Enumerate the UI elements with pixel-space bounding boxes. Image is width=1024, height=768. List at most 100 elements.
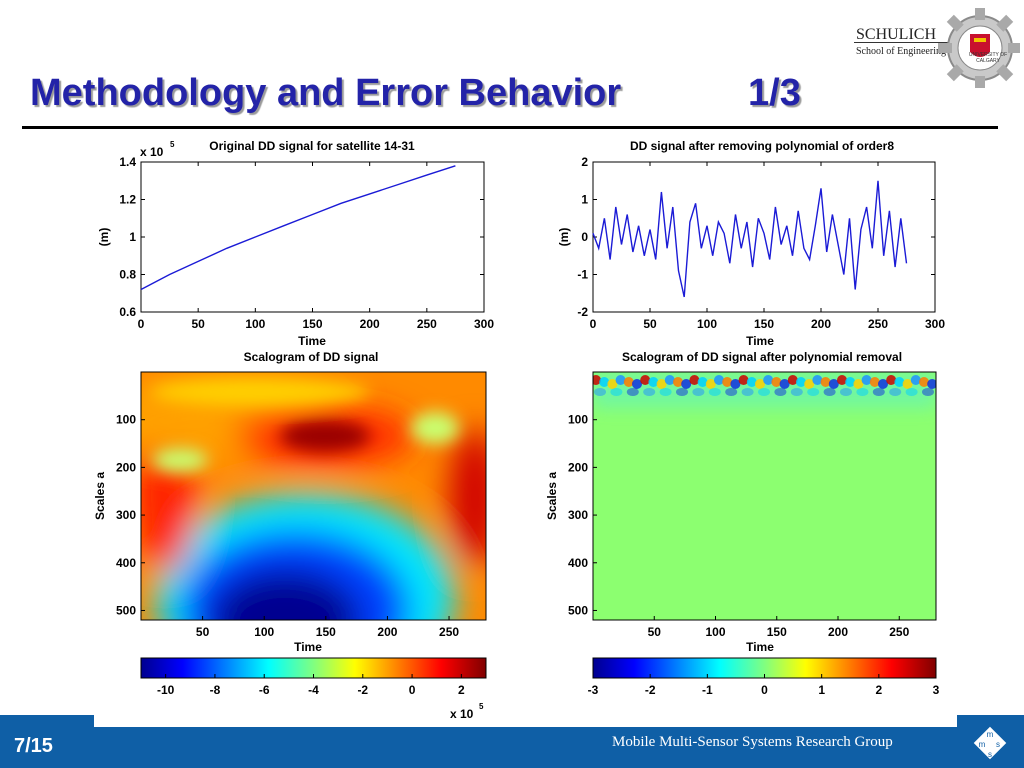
y-tick-label: 1 [581, 193, 588, 207]
scalogram-detail-blob [779, 379, 790, 389]
x-tick-label: 250 [868, 317, 888, 331]
colorbar-tick-label: 0 [409, 683, 416, 697]
chart1-xlabel: Time [298, 334, 326, 348]
title-rule [22, 126, 998, 129]
x-tick-label: 300 [474, 317, 494, 331]
chart2-axes [592, 161, 936, 313]
logo-sub: School of Engineering [856, 46, 946, 57]
colorbar-tick-label: -4 [308, 683, 319, 697]
x-tick-label: 150 [316, 625, 336, 639]
x-tick-label: 50 [191, 317, 205, 331]
logo-divider [854, 42, 950, 43]
scalogram-detail-blob [676, 388, 688, 396]
scalogram-detail-blob [738, 375, 749, 385]
colorbar-tick-label: 2 [875, 683, 882, 697]
colorbar-tick-label: -8 [210, 683, 221, 697]
scalogram-detail-blob [689, 375, 700, 385]
scalogram-detail-blob [927, 379, 936, 389]
colorbar-tick-label: -3 [588, 683, 599, 697]
scalogram-detail-blob [664, 375, 675, 385]
y-tick-label: 0 [581, 230, 588, 244]
y-tick-label: 1.2 [119, 193, 136, 207]
scalogram-detail-blob [643, 388, 656, 396]
scalogram-detail-blob [697, 377, 708, 387]
footer-bar [0, 727, 1024, 768]
chart1-title: Original DD signal for satellite 14-31 [209, 139, 415, 153]
chart3-colorbar-multiplier: x 10 [450, 707, 474, 720]
scalogram-detail-blob [804, 379, 815, 389]
x-tick-label: 100 [705, 625, 725, 639]
chart-scalogram-dd: Scalogram of DD signal 50 100 150 200 250100… [93, 350, 487, 720]
chart1-multiplier-exp: 5 [170, 140, 175, 149]
y-tick-label: 300 [116, 508, 136, 522]
scalogram-detail-blob [771, 377, 782, 387]
chart2-xlabel: Time [746, 334, 774, 348]
scalogram-detail-blob [741, 388, 754, 396]
x-tick-label: 250 [417, 317, 437, 331]
scalogram-detail-blob [640, 375, 651, 385]
scalogram-detail-blob [632, 379, 642, 389]
chart4-ylabel: Scales a [545, 472, 559, 520]
logo-university: UNIVERSITY OF CALGARY [968, 52, 1008, 64]
scalogram-detail-blob [730, 379, 741, 389]
scalogram-detail-blob [807, 388, 820, 396]
scalogram-detail-blob [894, 377, 905, 387]
x-tick-label: 100 [254, 625, 274, 639]
chart-original-dd-signal: Original DD signal for satellite 14-31 x… [97, 139, 494, 348]
scalogram-detail-blob [878, 379, 888, 389]
scalogram-detail-blob [681, 379, 692, 389]
slide-title-text: Methodology and Error Behavior [30, 72, 622, 114]
y-tick-label: 500 [568, 603, 588, 617]
chart-scalogram-detrended: Scalogram of DD signal after polynomial … [545, 350, 940, 697]
scalogram-detail-blob [708, 388, 721, 396]
x-tick-label: 50 [196, 625, 210, 639]
colorbar-tick-label: -2 [645, 683, 656, 697]
scalogram-detail-blob [593, 375, 601, 385]
chart1-series-line [140, 165, 456, 291]
chart3-heatmap [141, 372, 486, 620]
x-tick-label: 100 [245, 317, 265, 331]
y-tick-label: 0.6 [119, 305, 136, 319]
colorbar-tick-label: 0 [761, 683, 768, 697]
scalogram-detail-blob [626, 388, 639, 396]
scalogram-detail-blob [861, 375, 872, 385]
scalogram-detail-blob [889, 388, 902, 396]
x-tick-label: 200 [811, 317, 831, 331]
colorbar-tick-label: -2 [357, 683, 368, 697]
page-number: 7/15 [14, 735, 53, 757]
x-tick-label: 0 [138, 317, 145, 331]
chart4-heatmap [593, 372, 936, 620]
y-tick-label: 200 [568, 460, 588, 474]
scalogram-detail-blob [902, 379, 913, 389]
scalogram-detail-blob [746, 377, 757, 387]
colorbar-tick-label: 1 [818, 683, 825, 697]
y-tick-label: -2 [577, 305, 588, 319]
scalogram-detail-blob [919, 377, 929, 387]
y-tick-label: 400 [116, 556, 136, 570]
scalogram-detail-blob [763, 375, 774, 385]
scalogram-detail-blob [673, 377, 683, 387]
x-tick-label: 200 [377, 625, 397, 639]
scalogram-detail-blob [823, 388, 836, 396]
scalogram-detail-blob [615, 375, 626, 385]
slide-title: Methodology and Error Behavior 1/3 [30, 72, 801, 115]
chart3-title: Scalogram of DD signal [244, 350, 379, 364]
scalogram-detail-blob [607, 379, 618, 389]
y-tick-label: 300 [568, 508, 588, 522]
mmss-letter-2: m [979, 740, 986, 749]
x-tick-label: 150 [767, 625, 787, 639]
mmss-letter-3: s [996, 740, 1000, 749]
colorbar-tick-label: 2 [458, 683, 465, 697]
y-tick-label: 1 [129, 230, 136, 244]
x-tick-label: 300 [925, 317, 945, 331]
chart3-xlabel: Time [294, 640, 322, 654]
scalogram-detail-blob [705, 379, 716, 389]
scalogram-detail-blob [790, 388, 803, 396]
y-tick-label: 100 [568, 413, 588, 427]
scalogram-detail-blob [869, 377, 880, 387]
scalogram-detail-blob [758, 388, 770, 396]
y-tick-label: 100 [116, 413, 136, 427]
chart2-series-line [592, 180, 908, 298]
x-tick-label: 200 [828, 625, 848, 639]
colorbar-tick-label: 3 [933, 683, 940, 697]
